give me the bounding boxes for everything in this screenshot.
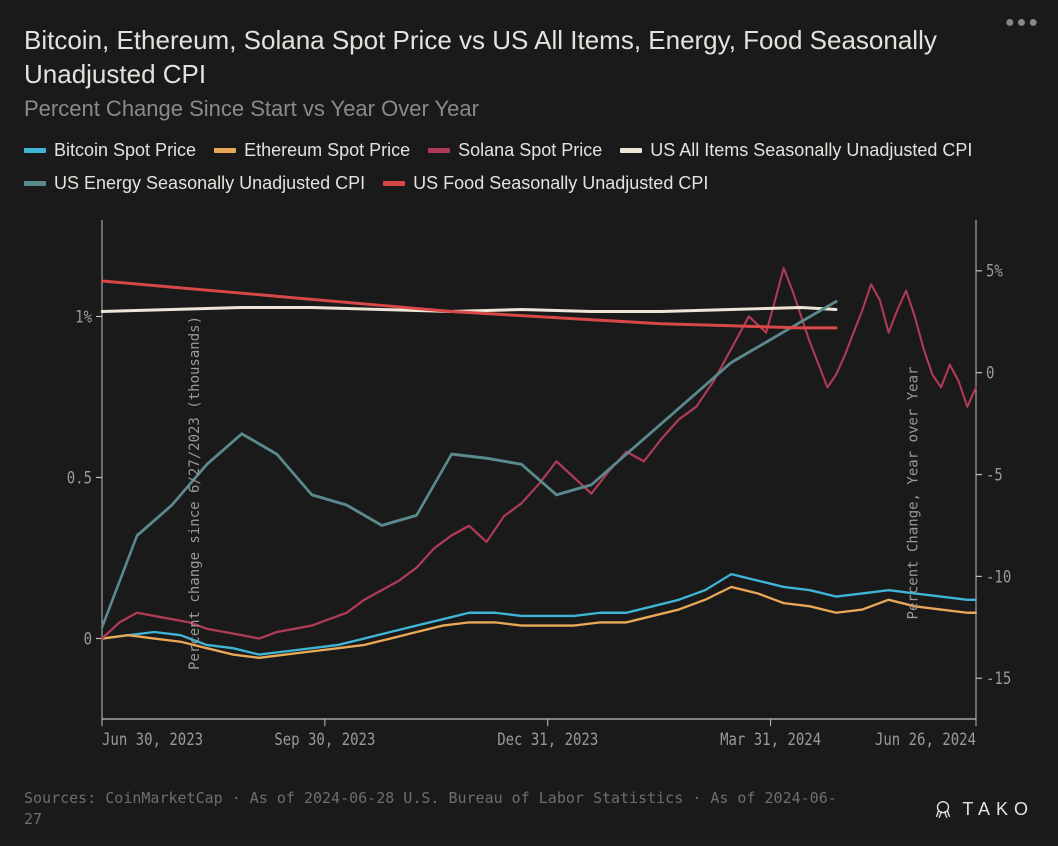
svg-text:Sep 30, 2023: Sep 30, 2023: [274, 730, 375, 749]
chart-area: Percent change since 6/27/2023 (thousand…: [24, 208, 1034, 778]
legend-item[interactable]: US Energy Seasonally Unadjusted CPI: [24, 173, 365, 194]
chart-title: Bitcoin, Ethereum, Solana Spot Price vs …: [24, 24, 1034, 92]
chart-container: Bitcoin, Ethereum, Solana Spot Price vs …: [0, 0, 1058, 846]
legend-item[interactable]: Solana Spot Price: [428, 140, 602, 161]
series-line: [102, 281, 836, 328]
svg-text:Mar 31, 2024: Mar 31, 2024: [720, 730, 821, 749]
sources-text: Sources: CoinMarketCap · As of 2024-06-2…: [24, 788, 844, 830]
legend-item[interactable]: Ethereum Spot Price: [214, 140, 410, 161]
legend-label: Ethereum Spot Price: [244, 140, 410, 161]
svg-text:0: 0: [84, 629, 92, 648]
svg-text:Dec 31, 2023: Dec 31, 2023: [497, 730, 598, 749]
legend: Bitcoin Spot Price Ethereum Spot Price Sol…: [24, 140, 1034, 194]
tako-icon: [932, 798, 954, 820]
legend-label: Solana Spot Price: [458, 140, 602, 161]
y-axis-right-label: Percent Change, Year over Year: [906, 366, 922, 619]
y-axis-left-label: Percent change since 6/27/2023 (thousand…: [187, 316, 203, 670]
svg-text:Jun 26, 2024: Jun 26, 2024: [875, 730, 976, 749]
legend-label: US All Items Seasonally Unadjusted CPI: [650, 140, 972, 161]
series-line: [102, 574, 976, 654]
footer: Sources: CoinMarketCap · As of 2024-06-2…: [24, 788, 1034, 830]
legend-swatch: [24, 181, 46, 186]
legend-label: US Energy Seasonally Unadjusted CPI: [54, 173, 365, 194]
legend-item[interactable]: US Food Seasonally Unadjusted CPI: [383, 173, 708, 194]
svg-text:0.5: 0.5: [67, 468, 92, 487]
svg-text:-10: -10: [986, 567, 1011, 586]
svg-text:-15: -15: [986, 669, 1011, 688]
legend-swatch: [214, 148, 236, 153]
chart-svg: 0 0.5 1% -15 -10 -5 0 5% Jun 30, 2023 Sep 30, 202…: [24, 208, 1034, 778]
svg-text:0: 0: [986, 363, 994, 382]
legend-label: US Food Seasonally Unadjusted CPI: [413, 173, 708, 194]
svg-text:1%: 1%: [75, 307, 92, 326]
legend-label: Bitcoin Spot Price: [54, 140, 196, 161]
legend-item[interactable]: US All Items Seasonally Unadjusted CPI: [620, 140, 972, 161]
legend-item[interactable]: Bitcoin Spot Price: [24, 140, 196, 161]
legend-swatch: [383, 181, 405, 186]
chart-subtitle: Percent Change Since Start vs Year Over …: [24, 96, 1034, 122]
svg-text:-5: -5: [986, 465, 1003, 484]
legend-swatch: [428, 148, 450, 153]
brand-text: TAKO: [962, 799, 1034, 820]
svg-text:Jun 30, 2023: Jun 30, 2023: [102, 730, 203, 749]
series-line: [102, 268, 976, 638]
more-menu-icon[interactable]: ●●●: [1005, 14, 1040, 32]
legend-swatch: [620, 148, 642, 153]
brand-logo: TAKO: [932, 798, 1034, 820]
series-line: [102, 307, 836, 311]
svg-text:5%: 5%: [986, 261, 1003, 280]
legend-swatch: [24, 148, 46, 153]
